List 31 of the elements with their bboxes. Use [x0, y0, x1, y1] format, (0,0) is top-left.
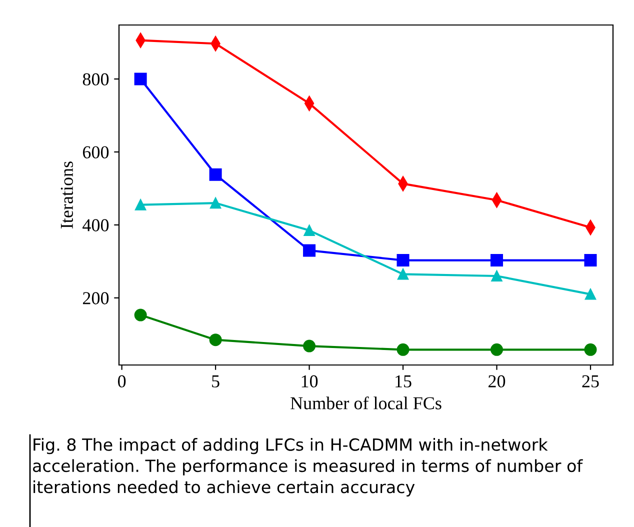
point — [396, 254, 410, 267]
point — [490, 254, 504, 267]
point — [209, 168, 222, 181]
y-tick-label: 400 — [82, 219, 109, 232]
y-tick-label: 200 — [82, 292, 109, 304]
caption: Fig. 8 The impact of adding LFCs in H-CADMM with in-network acceleration. The performance is measured in terms of number of iterations needed to achieve certain accuracy — [33, 438, 583, 497]
y-axis-title: Iterations — [60, 162, 73, 228]
point — [303, 340, 316, 352]
x-tick-label: 15 — [396, 375, 412, 388]
point — [397, 268, 409, 280]
point — [396, 343, 410, 356]
point — [209, 334, 222, 346]
point — [304, 224, 315, 236]
point — [584, 343, 597, 356]
x-tick-label: 20 — [488, 375, 506, 388]
x-axis-title: Number of local FCs — [290, 396, 442, 410]
point — [303, 244, 316, 257]
y-tick-label: 800 — [82, 73, 109, 86]
x-tick-label: 25 — [582, 375, 599, 388]
point — [135, 199, 146, 210]
point — [584, 254, 597, 267]
point — [584, 288, 596, 300]
x-tick-label: 5 — [212, 375, 220, 388]
x-tick-label: 0 — [118, 375, 126, 388]
point — [210, 197, 222, 209]
point — [491, 270, 502, 282]
y-tick-label: 600 — [82, 146, 109, 158]
x-tick-label: 10 — [302, 375, 318, 388]
point — [134, 308, 147, 322]
point — [490, 343, 504, 356]
point — [134, 72, 147, 86]
